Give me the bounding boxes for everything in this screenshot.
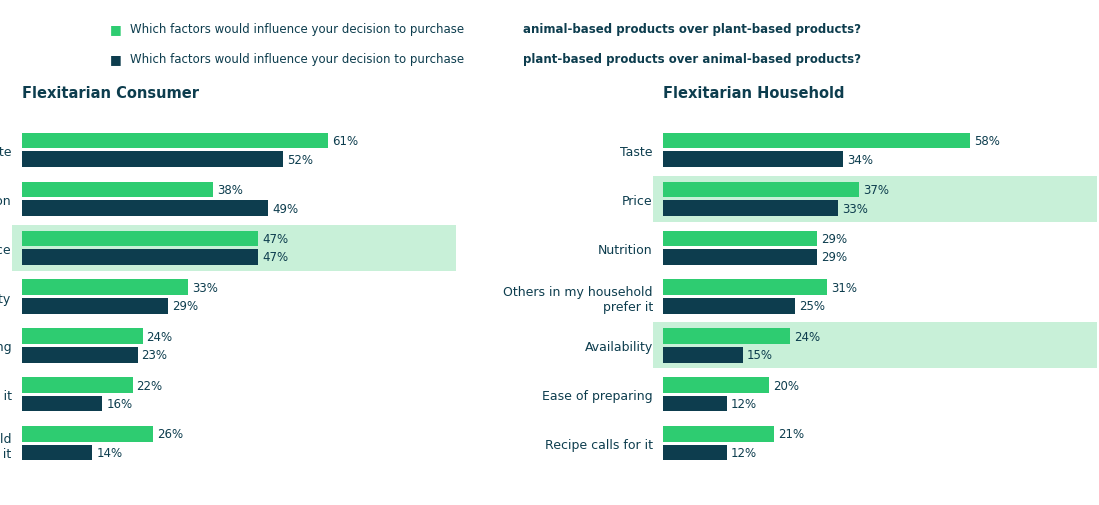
Text: 24%: 24% (146, 330, 173, 343)
Text: 20%: 20% (774, 379, 799, 392)
Text: 29%: 29% (171, 300, 198, 313)
Text: 47%: 47% (263, 251, 288, 264)
Bar (664, 396, 726, 412)
Text: 61%: 61% (333, 135, 358, 148)
Bar (22, 445, 92, 461)
Text: Which factors would influence your decision to purchase: Which factors would influence your decis… (130, 23, 467, 36)
Bar (664, 377, 769, 393)
Bar (22, 133, 329, 149)
Bar (653, 323, 1097, 369)
Bar (12, 225, 456, 271)
Bar (664, 329, 790, 344)
Text: animal-based products over plant-based products?: animal-based products over plant-based p… (523, 23, 862, 36)
Bar (664, 280, 828, 295)
Bar (664, 426, 774, 442)
Text: 26%: 26% (157, 428, 182, 440)
Bar (653, 176, 1097, 222)
Bar (22, 347, 137, 363)
Text: 22%: 22% (136, 379, 163, 392)
Bar (22, 152, 284, 168)
Bar (22, 280, 188, 295)
Text: 33%: 33% (842, 202, 868, 215)
Text: 58%: 58% (974, 135, 1000, 148)
Text: 16%: 16% (107, 397, 133, 410)
Bar (22, 249, 258, 265)
Text: 47%: 47% (263, 232, 288, 245)
Bar (664, 445, 726, 461)
Text: 14%: 14% (97, 446, 122, 459)
Text: ■: ■ (110, 53, 125, 66)
Text: plant-based products over animal-based products?: plant-based products over animal-based p… (523, 53, 862, 66)
Bar (22, 329, 143, 344)
Text: 23%: 23% (142, 348, 167, 362)
Text: 12%: 12% (731, 446, 757, 459)
Bar (664, 182, 858, 198)
Text: 34%: 34% (847, 154, 874, 166)
Text: Which factors would influence your decision to purchase: Which factors would influence your decis… (130, 53, 467, 66)
Bar (22, 298, 168, 314)
Text: 15%: 15% (746, 348, 773, 362)
Bar (664, 201, 837, 217)
Text: 29%: 29% (821, 251, 847, 264)
Bar (664, 152, 843, 168)
Text: 21%: 21% (778, 428, 804, 440)
Text: Flexitarian Consumer: Flexitarian Consumer (22, 86, 199, 101)
Bar (664, 347, 743, 363)
Text: ■: ■ (110, 23, 125, 36)
Bar (22, 377, 133, 393)
Text: 31%: 31% (831, 281, 857, 294)
Text: 24%: 24% (795, 330, 821, 343)
Text: 12%: 12% (731, 397, 757, 410)
Text: 29%: 29% (821, 232, 847, 245)
Bar (22, 201, 268, 217)
Bar (664, 298, 796, 314)
Text: 52%: 52% (287, 154, 313, 166)
Text: 38%: 38% (217, 184, 243, 196)
Bar (664, 249, 817, 265)
Bar (22, 426, 153, 442)
Text: 37%: 37% (863, 184, 889, 196)
Text: 25%: 25% (800, 300, 825, 313)
Bar (22, 231, 258, 246)
Text: Flexitarian Household: Flexitarian Household (664, 86, 845, 101)
Text: 49%: 49% (273, 202, 298, 215)
Bar (22, 182, 213, 198)
Bar (664, 231, 817, 246)
Text: 33%: 33% (192, 281, 218, 294)
Bar (664, 133, 969, 149)
Bar (22, 396, 102, 412)
